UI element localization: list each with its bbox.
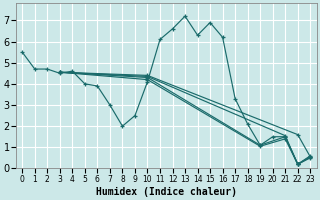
X-axis label: Humidex (Indice chaleur): Humidex (Indice chaleur) [96, 186, 237, 197]
